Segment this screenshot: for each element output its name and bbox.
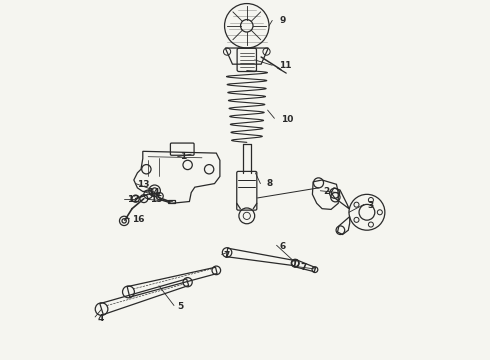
Text: 9: 9 (279, 16, 286, 25)
Text: 8: 8 (267, 179, 273, 188)
Bar (168, 200, 175, 203)
Text: 12: 12 (126, 194, 139, 203)
Text: 11: 11 (279, 61, 292, 70)
Text: 10: 10 (281, 114, 293, 123)
Text: 2: 2 (323, 187, 329, 196)
Text: 13: 13 (137, 180, 150, 189)
Text: 1: 1 (180, 152, 187, 161)
Text: 7: 7 (223, 251, 230, 260)
Text: 3: 3 (367, 201, 373, 210)
Text: 14: 14 (147, 188, 160, 197)
Text: 5: 5 (177, 302, 183, 311)
Text: 15: 15 (150, 195, 163, 204)
Text: 4: 4 (98, 314, 104, 323)
Text: 7: 7 (300, 264, 307, 273)
Text: 6: 6 (279, 242, 285, 251)
Text: 16: 16 (132, 215, 145, 224)
